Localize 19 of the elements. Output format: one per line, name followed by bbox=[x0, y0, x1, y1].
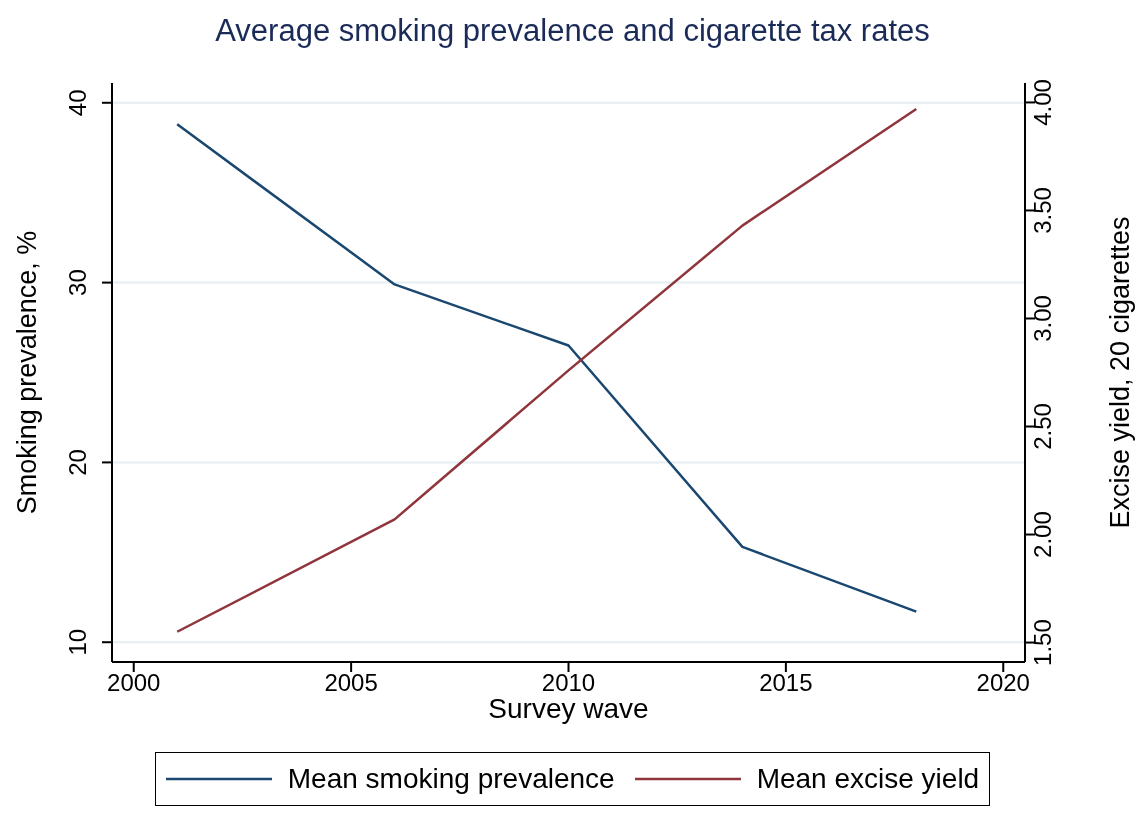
y2-tick-label: 2.00 bbox=[1029, 511, 1056, 558]
legend-label: Mean excise yield bbox=[756, 763, 980, 795]
y-tick-label: 40 bbox=[64, 89, 91, 117]
y2-tick-label: 1.50 bbox=[1029, 619, 1056, 666]
x-tick-label: 2020 bbox=[976, 669, 1030, 697]
x-tick-label: 2015 bbox=[759, 669, 813, 697]
x-tick-label: 2000 bbox=[107, 669, 161, 697]
legend-label: Mean smoking prevalence bbox=[287, 763, 615, 795]
y-tick-label: 10 bbox=[64, 628, 91, 656]
y2-tick-label: 3.00 bbox=[1029, 295, 1056, 342]
y-tick-label: 20 bbox=[64, 449, 91, 476]
y-axis-title: Smoking prevalence, % bbox=[11, 230, 42, 515]
y-tick-label: 30 bbox=[64, 269, 91, 296]
y2-tick-label: 3.50 bbox=[1029, 187, 1056, 234]
y2-tick-label: 2.50 bbox=[1029, 403, 1056, 450]
y2-axis-title: Excise yield, 20 cigarettes bbox=[1104, 216, 1135, 529]
chart-title: Average smoking prevalence and cigarette tax rates bbox=[214, 12, 931, 50]
x-tick-label: 2005 bbox=[324, 669, 378, 697]
y2-tick-label: 4.00 bbox=[1029, 79, 1056, 126]
